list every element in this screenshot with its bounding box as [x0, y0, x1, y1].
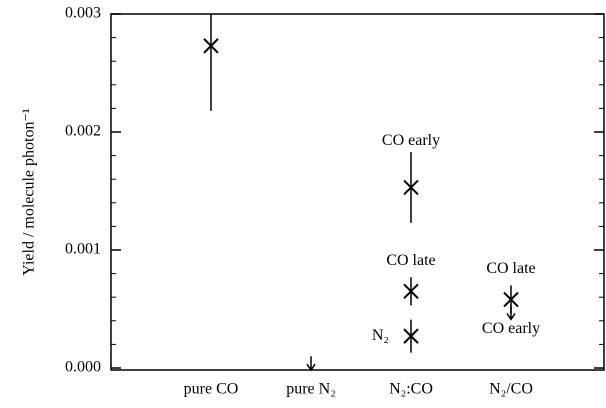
x-tick-label: pure CO [184, 381, 239, 398]
y-tick-label: 0.000 [65, 359, 101, 376]
upper-limit-arrow [506, 305, 516, 321]
point-label: N₂ [372, 327, 389, 344]
point-marker [403, 283, 419, 300]
point-marker [203, 38, 219, 54]
x-tick-label: N₂/CO [489, 381, 533, 398]
y-tick-label: 0.002 [65, 123, 101, 140]
upper-limit-arrow [306, 356, 316, 372]
point-marker [403, 179, 419, 196]
point-label: CO late [386, 252, 435, 269]
y-axis-label: Yield / molecule photon⁻¹ [21, 108, 38, 276]
point-marker [403, 328, 419, 344]
x-tick-label: pure N₂ [286, 381, 336, 398]
point-label: CO early [382, 132, 440, 149]
point-marker [503, 291, 519, 308]
point-label: CO early [482, 320, 540, 337]
x-tick-label: N₂:CO [389, 381, 433, 398]
point-label: CO late [486, 260, 535, 277]
plot-frame [110, 13, 605, 371]
y-tick-label: 0.003 [65, 5, 101, 22]
y-tick-label: 0.001 [65, 241, 101, 258]
